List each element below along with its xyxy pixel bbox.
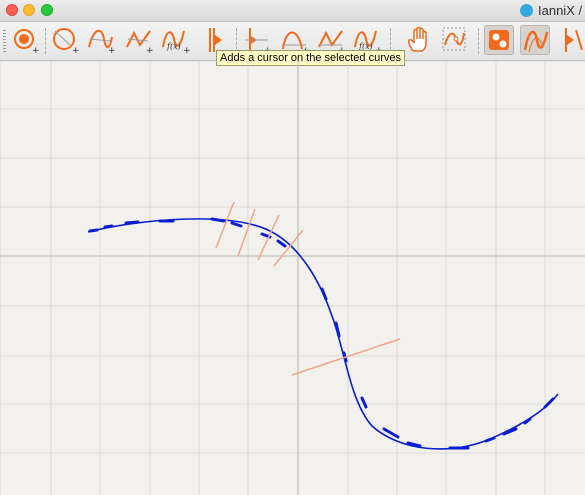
iannix-app-icon bbox=[520, 4, 533, 17]
curve-events bbox=[88, 217, 555, 450]
snap-curves-toggle[interactable] bbox=[520, 25, 550, 55]
title-bar: IanniX / bbox=[0, 0, 585, 22]
snap-curves-icon bbox=[523, 30, 549, 53]
svg-text:+: + bbox=[183, 46, 191, 56]
axes bbox=[0, 61, 585, 495]
add-cursor-on-curve-button[interactable] bbox=[200, 25, 230, 55]
math-curve-add-icon: f(x) + bbox=[162, 30, 191, 56]
cursors[interactable] bbox=[215, 201, 401, 376]
smooth-curve-add-icon: + bbox=[88, 29, 116, 56]
snap-triggers-toggle[interactable] bbox=[484, 25, 514, 55]
add-trigger-button[interactable]: + bbox=[10, 25, 40, 56]
snap-cursors-icon bbox=[565, 28, 583, 52]
curve[interactable] bbox=[87, 218, 559, 450]
add-circle-curve-button[interactable]: + bbox=[50, 25, 80, 56]
cursor bbox=[237, 208, 256, 257]
toolbar-separator bbox=[45, 28, 47, 54]
cursor bbox=[291, 338, 401, 376]
cursor bbox=[215, 201, 235, 249]
cursor-on-curve-icon bbox=[209, 28, 222, 52]
add-math-curve-button[interactable]: f(x) + bbox=[160, 25, 191, 56]
close-window-button[interactable] bbox=[6, 4, 18, 16]
add-smooth-curve-button[interactable]: + bbox=[86, 25, 116, 56]
toolbar-grip[interactable] bbox=[3, 30, 6, 52]
circle-curve-add-icon: + bbox=[53, 28, 80, 56]
hand-icon bbox=[408, 26, 427, 52]
window-title: IanniX / bbox=[538, 3, 583, 18]
cursor bbox=[257, 214, 280, 261]
svg-text:+: + bbox=[72, 46, 80, 56]
edit-points-icon bbox=[442, 27, 466, 51]
cursor bbox=[273, 229, 304, 267]
toolbar-separator bbox=[478, 28, 480, 54]
svg-text:+: + bbox=[146, 46, 154, 56]
minimize-window-button[interactable] bbox=[23, 4, 35, 16]
math-label: f(x) bbox=[358, 42, 373, 51]
edit-points-button[interactable] bbox=[440, 25, 470, 55]
svg-text:+: + bbox=[108, 46, 116, 56]
toolbar-separator bbox=[236, 28, 238, 54]
score-canvas[interactable] bbox=[0, 61, 585, 495]
toolbar-separator bbox=[390, 28, 392, 54]
snap-triggers-icon bbox=[489, 30, 509, 50]
trigger-add-icon: + bbox=[14, 29, 40, 56]
grid bbox=[0, 61, 585, 495]
linear-curve-add-icon: + bbox=[126, 30, 154, 56]
math-label: f(x) bbox=[166, 42, 181, 51]
add-linear-curve-button[interactable]: + bbox=[124, 25, 154, 56]
snap-cursors-toggle[interactable] bbox=[558, 25, 585, 55]
hand-tool-button[interactable] bbox=[404, 25, 434, 55]
svg-text:+: + bbox=[32, 46, 40, 56]
zoom-window-button[interactable] bbox=[41, 4, 53, 16]
